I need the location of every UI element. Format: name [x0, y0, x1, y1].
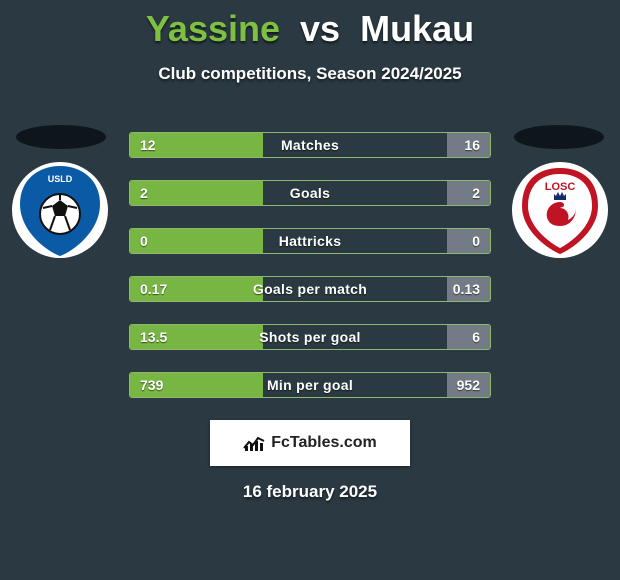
stat-label: Goals [130, 181, 490, 205]
stats-bars: 12Matches16 2Goals2 0Hattricks0 0.17Goals p… [129, 132, 491, 398]
stat-label: Hattricks [130, 229, 490, 253]
stat-value-right: 6 [472, 325, 480, 349]
player2-name: Mukau [360, 8, 474, 49]
brand-badge: FcTables.com [210, 420, 410, 466]
stat-label: Min per goal [130, 373, 490, 397]
stat-row: 0Hattricks0 [129, 228, 491, 254]
usld-logo-icon: USLD [10, 160, 110, 260]
date-text: 16 february 2025 [0, 482, 620, 502]
stat-value-right: 952 [457, 373, 480, 397]
logo-shadow-left [16, 125, 106, 149]
brand-text: FcTables.com [271, 434, 377, 452]
comparison-card: Yassine vs Mukau Club competitions, Seas… [0, 0, 620, 502]
stat-value-right: 2 [472, 181, 480, 205]
stat-row: 13.5Shots per goal6 [129, 324, 491, 350]
stat-value-right: 0.13 [453, 277, 480, 301]
svg-text:LOSC: LOSC [545, 181, 576, 193]
stat-row: 739Min per goal952 [129, 372, 491, 398]
stat-row: 2Goals2 [129, 180, 491, 206]
page-title: Yassine vs Mukau [0, 0, 620, 50]
stat-label: Matches [130, 133, 490, 157]
subtitle: Club competitions, Season 2024/2025 [0, 64, 620, 84]
team-logo-left: USLD [10, 160, 110, 260]
stat-label: Goals per match [130, 277, 490, 301]
losc-logo-icon: LOSC [510, 160, 610, 260]
stat-value-right: 16 [464, 133, 480, 157]
player1-name: Yassine [146, 8, 280, 49]
svg-text:USLD: USLD [48, 174, 73, 184]
stat-label: Shots per goal [130, 325, 490, 349]
stat-row: 0.17Goals per match0.13 [129, 276, 491, 302]
title-vs: vs [300, 8, 340, 49]
team-logo-right: LOSC [510, 160, 610, 260]
brand-chart-icon [243, 434, 265, 452]
stat-value-right: 0 [472, 229, 480, 253]
stat-row: 12Matches16 [129, 132, 491, 158]
logo-shadow-right [514, 125, 604, 149]
